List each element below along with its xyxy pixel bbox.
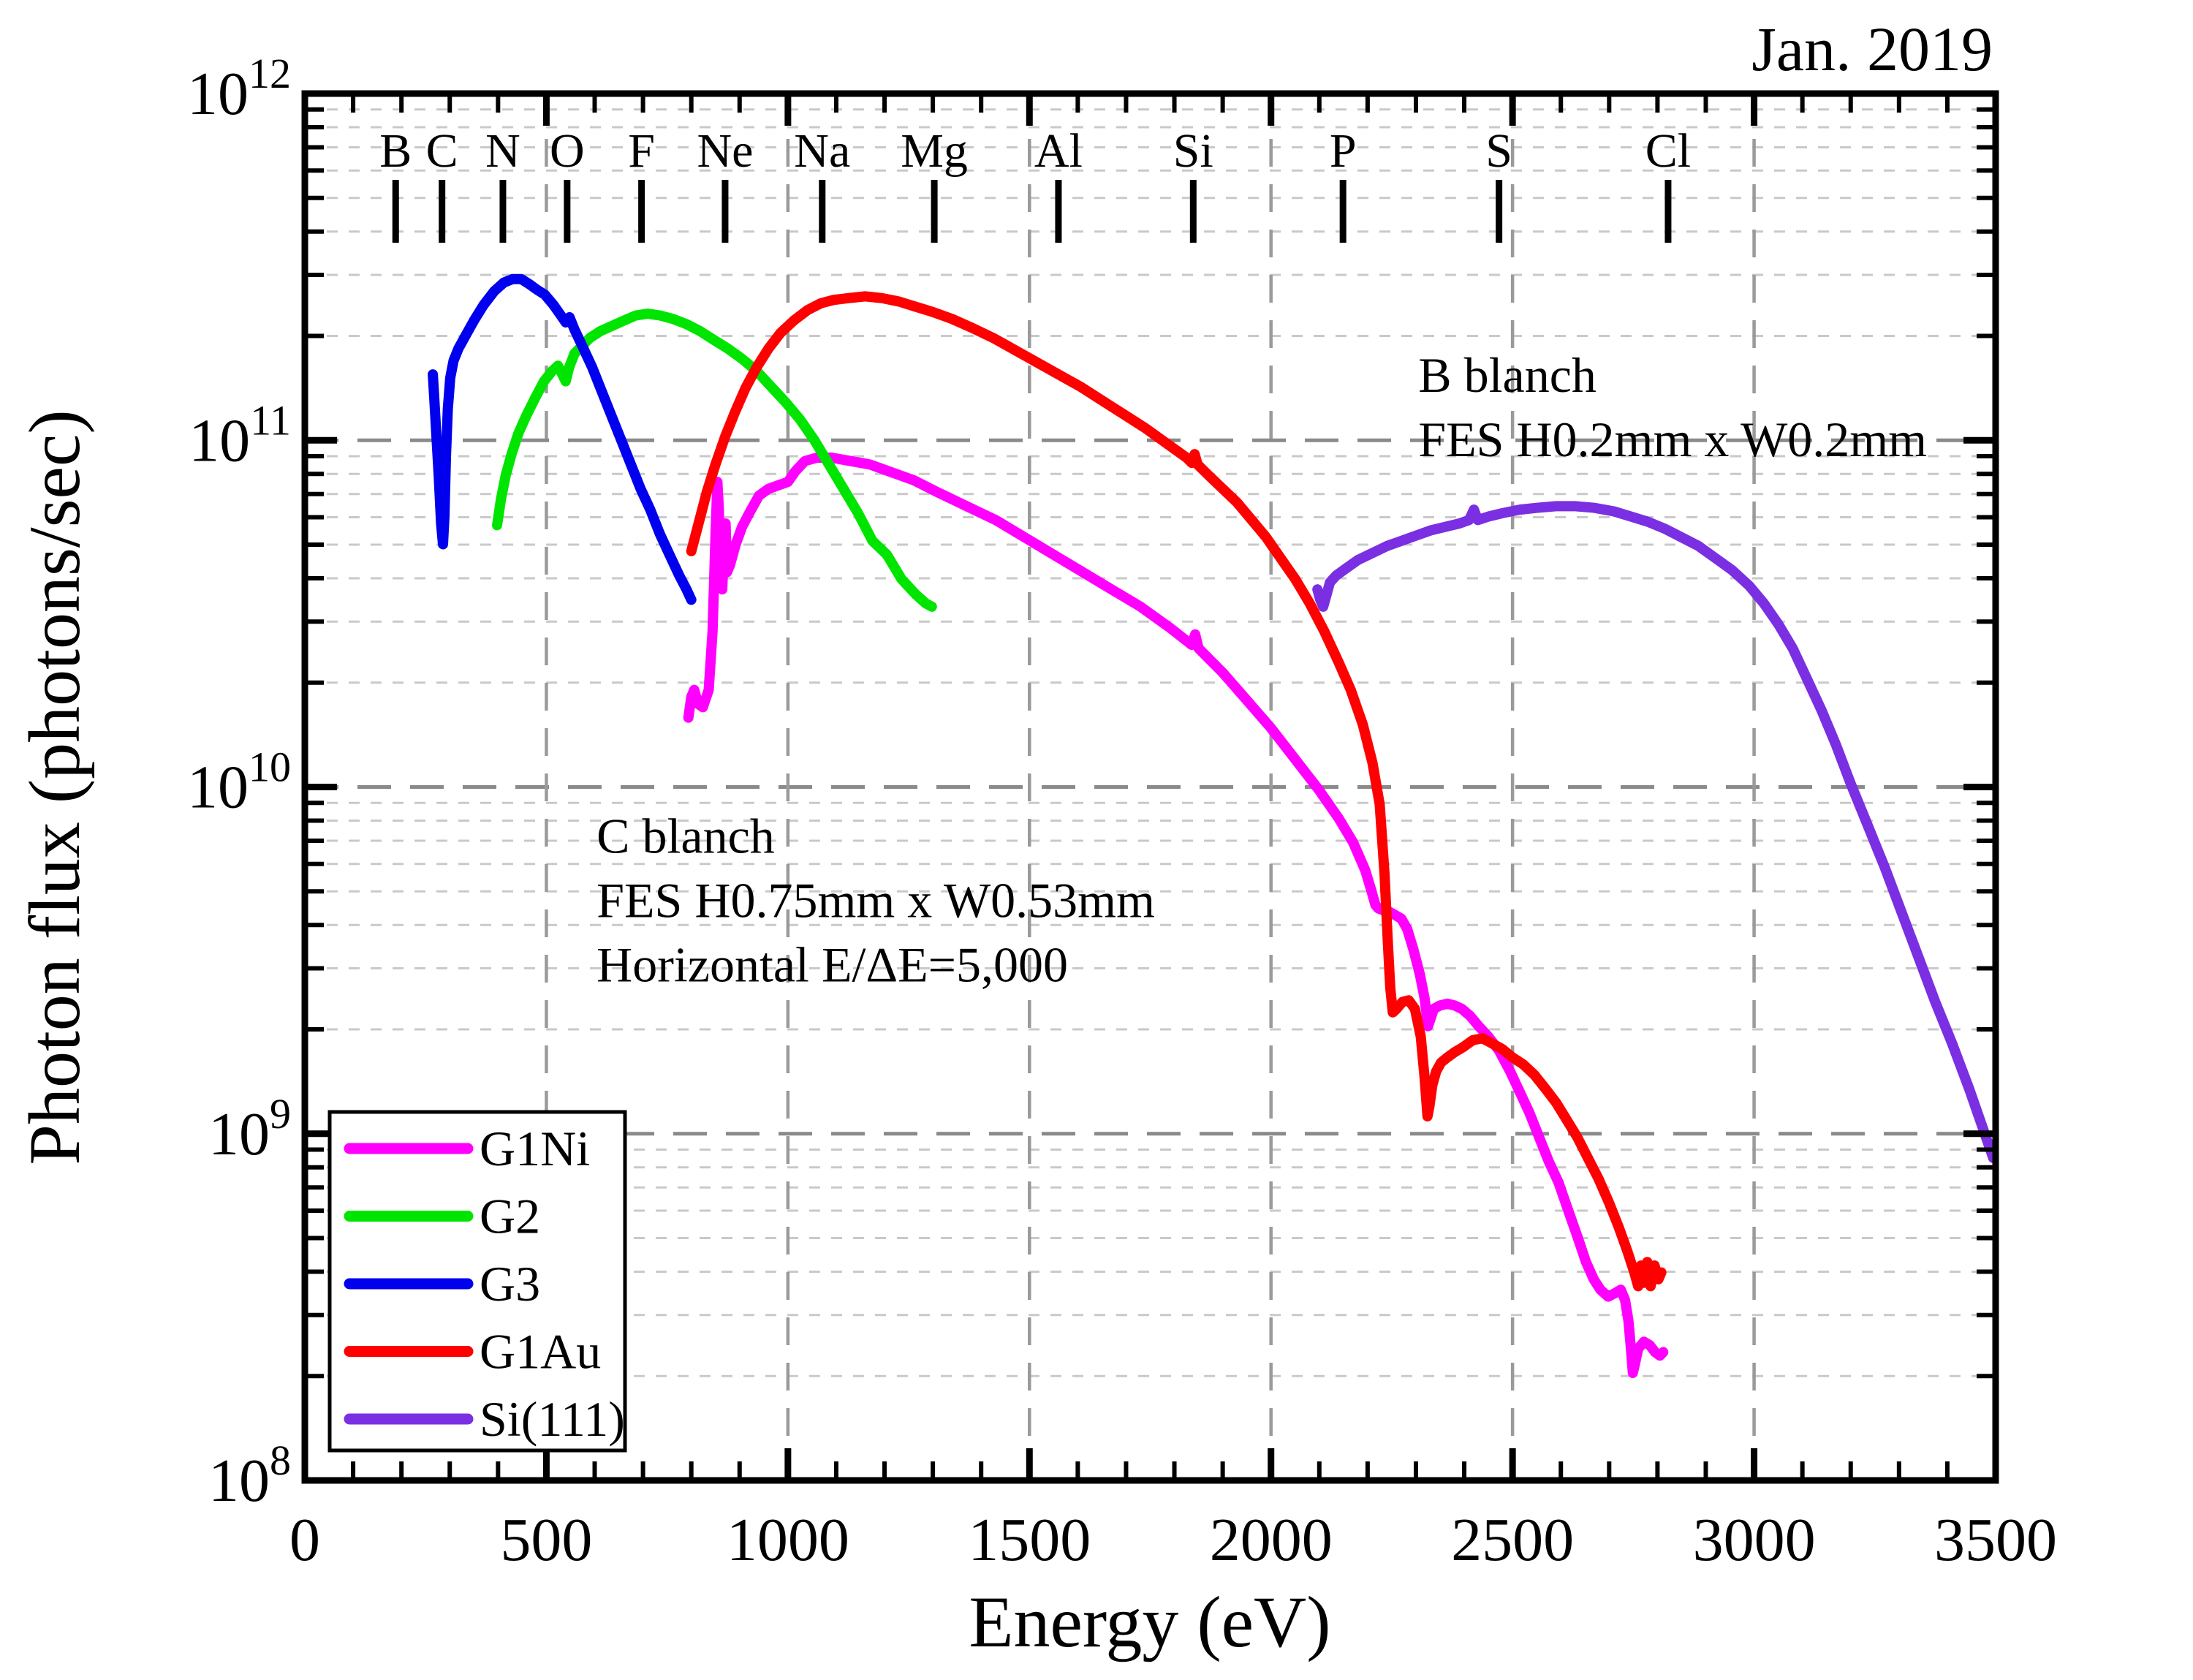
x-tick-label-0: 0 xyxy=(289,1506,320,1574)
edge-label-O: O xyxy=(550,124,585,178)
axis-ticks xyxy=(301,90,1999,1484)
figure-title: Jan. 2019 xyxy=(1751,14,1993,84)
x-tick-label-1500: 1500 xyxy=(968,1506,1091,1574)
x-tick-label-3000: 3000 xyxy=(1693,1506,1816,1574)
legend-label-G3: G3 xyxy=(480,1256,540,1312)
y-tick-label-1e9: 109 xyxy=(208,1090,291,1168)
edge-label-F: F xyxy=(628,124,655,178)
gridlines-minor xyxy=(305,108,1996,1377)
edge-label-Na: Na xyxy=(794,124,850,178)
x-tick-label-2000: 2000 xyxy=(1210,1506,1333,1574)
x-tick-label-3500: 3500 xyxy=(1934,1506,2057,1574)
curve-G1Ni xyxy=(683,453,1669,1378)
legend-label-G1Au: G1Au xyxy=(480,1324,601,1380)
legend-label-G2: G2 xyxy=(480,1189,540,1244)
edge-label-N: N xyxy=(485,124,520,178)
legend: G1Ni G2 G3 G1Au Si(111) xyxy=(327,1110,627,1453)
edge-label-Si: Si xyxy=(1173,124,1213,178)
x-axis-label: Energy (eV) xyxy=(969,1581,1330,1662)
annotations: B blanch FES H0.2mm x W0.2mm C blanch FES H… xyxy=(596,347,1927,993)
legend-label-G1Ni: G1Ni xyxy=(480,1121,590,1176)
y-tick-label-1e8: 108 xyxy=(208,1437,291,1515)
y-tick-label-1e12: 1012 xyxy=(187,50,291,128)
x-tick-label-1000: 1000 xyxy=(727,1506,849,1574)
curve-G2 xyxy=(492,309,937,612)
curve-G3 xyxy=(428,273,697,605)
x-tick-label-2500: 2500 xyxy=(1451,1506,1574,1574)
annotation-c-blanch-line2: FES H0.75mm x W0.53mm xyxy=(596,873,1155,928)
edge-label-B: B xyxy=(379,124,412,178)
edge-label-Al: Al xyxy=(1034,124,1083,178)
edge-label-Ne: Ne xyxy=(697,124,753,178)
edge-label-Cl: Cl xyxy=(1645,124,1691,178)
data-curves xyxy=(428,273,1999,1378)
y-axis-label: Photon flux (photons/sec) xyxy=(14,409,95,1165)
edge-label-Mg: Mg xyxy=(901,124,968,178)
edge-label-S: S xyxy=(1485,124,1512,178)
curve-G1Au xyxy=(686,291,1667,1292)
edge-label-C: C xyxy=(426,124,458,178)
curve-Si(111) xyxy=(1312,501,1999,1163)
x-tick-label-500: 500 xyxy=(500,1506,592,1574)
annotation-b-blanch-line2: FES H0.2mm x W0.2mm xyxy=(1418,412,1927,467)
annotation-b-blanch-line1: B blanch xyxy=(1418,347,1597,403)
legend-label-Si(111): Si(111) xyxy=(480,1391,625,1447)
element-edge-markers: B C N O F Ne Na Mg Al Si P S Cl xyxy=(379,124,1691,243)
annotation-c-blanch-line3: Horizontal E/ΔE=5,000 xyxy=(596,937,1068,993)
y-tick-label-1e11: 1011 xyxy=(189,396,291,474)
annotation-c-blanch-line1: C blanch xyxy=(596,809,775,864)
y-tick-label-1e10: 1010 xyxy=(187,743,291,822)
edge-label-P: P xyxy=(1330,124,1357,178)
